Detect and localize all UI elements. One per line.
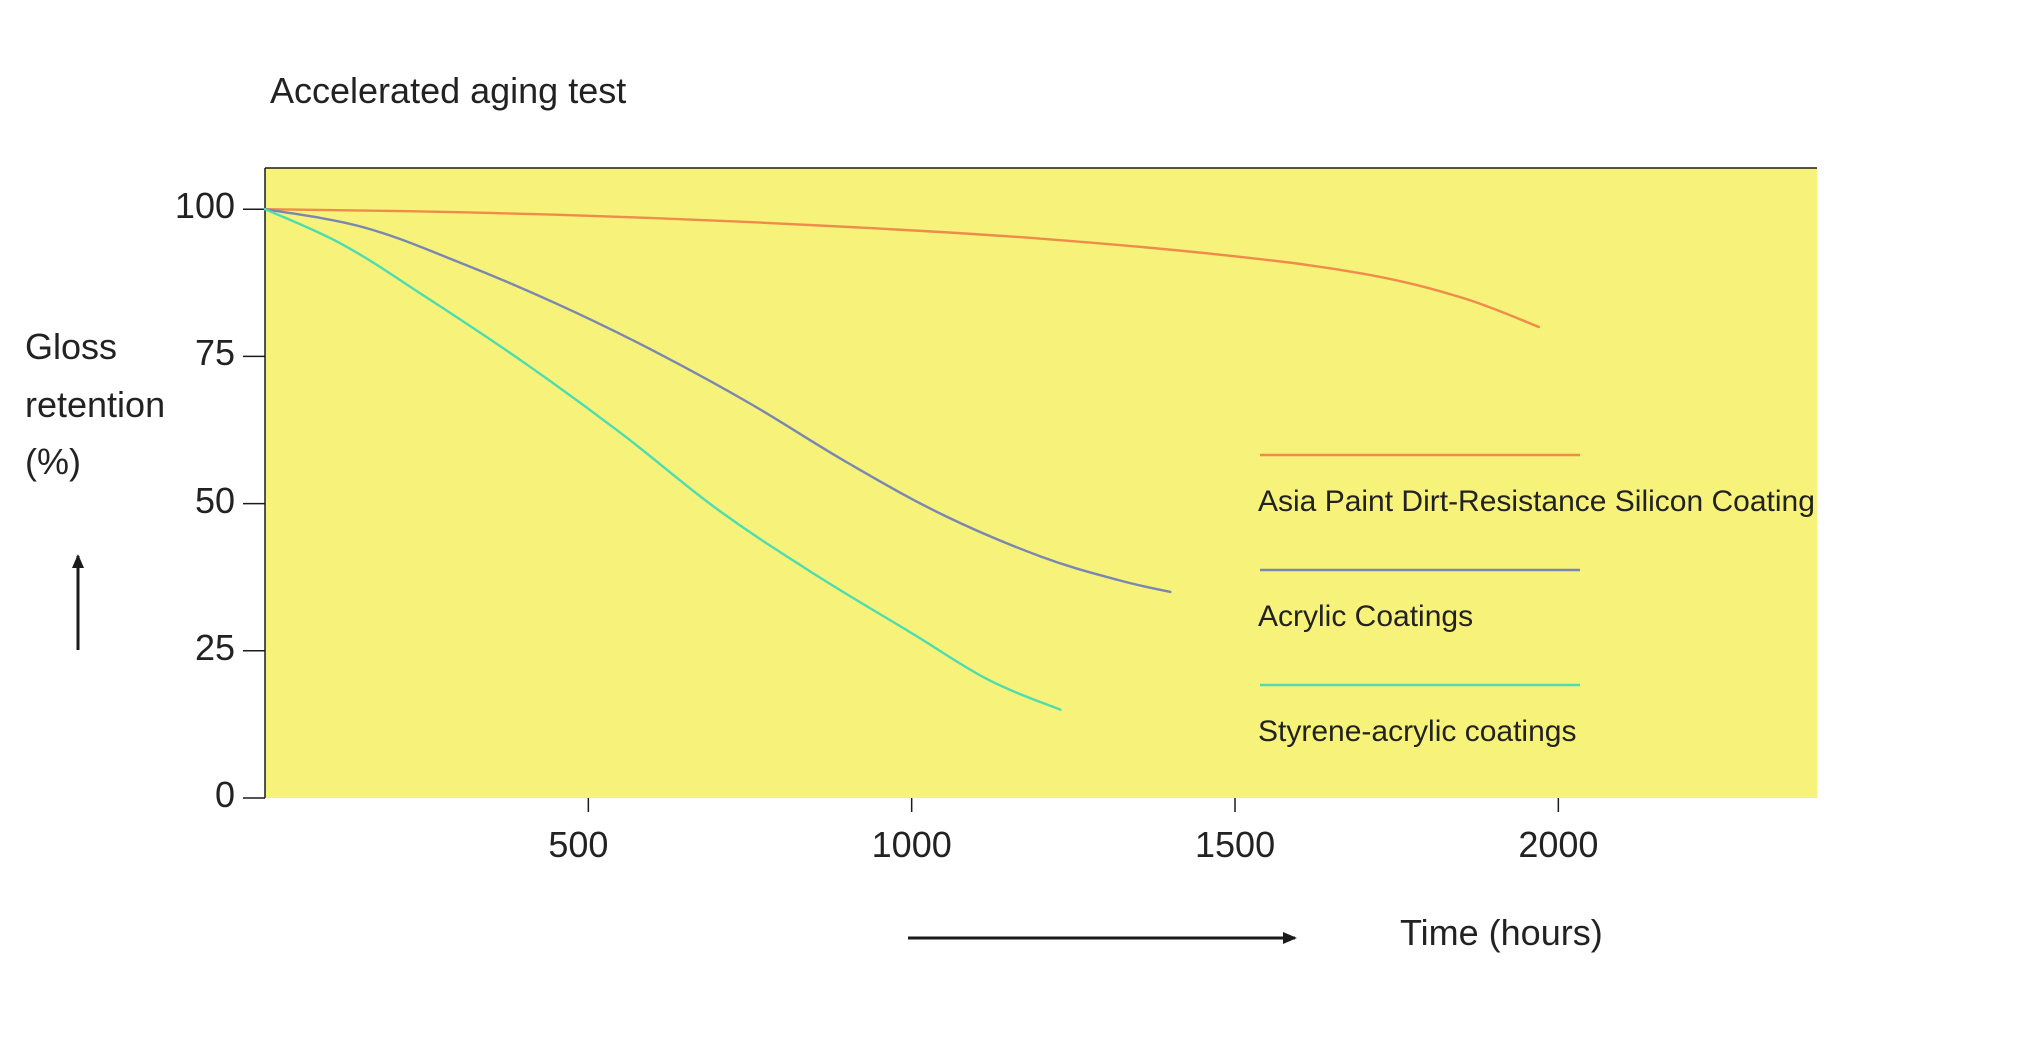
y-tick-label: 25 (195, 627, 235, 669)
chart-svg (0, 0, 2028, 1057)
legend-label: Styrene-acrylic coatings (1258, 715, 1576, 749)
legend-label: Asia Paint Dirt-Resistance Silicon Coati… (1258, 485, 1815, 519)
x-tick-label: 1000 (872, 824, 952, 866)
y-tick-label: 75 (195, 332, 235, 374)
x-tick-label: 500 (548, 824, 608, 866)
x-tick-label: 1500 (1195, 824, 1275, 866)
chart-stage: Accelerated aging test Gloss retention (… (0, 0, 2028, 1057)
y-tick-label: 0 (215, 774, 235, 816)
legend-label: Acrylic Coatings (1258, 600, 1473, 634)
y-tick-label: 100 (175, 185, 235, 227)
y-tick-label: 50 (195, 480, 235, 522)
x-tick-label: 2000 (1518, 824, 1598, 866)
